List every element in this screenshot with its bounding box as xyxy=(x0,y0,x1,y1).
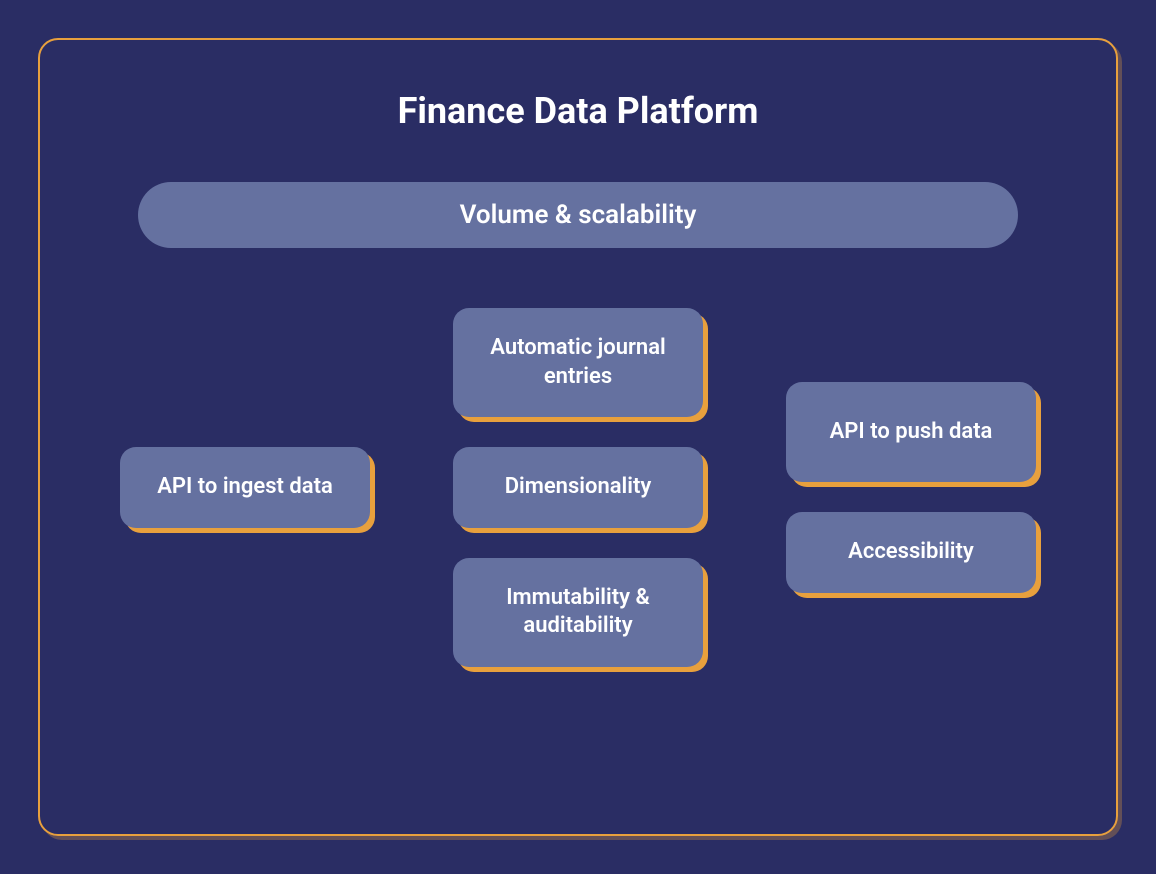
box-journal-entries: Automatic journal entries xyxy=(453,308,703,417)
header-pill: Volume & scalability xyxy=(138,182,1018,248)
box-api-ingest: API to ingest data xyxy=(120,447,370,528)
box-api-push: API to push data xyxy=(786,382,1036,482)
box-accessibility: Accessibility xyxy=(786,512,1036,593)
columns-wrapper: API to ingest data Automatic journal ent… xyxy=(100,308,1056,667)
column-left: API to ingest data xyxy=(120,447,370,528)
box-dimensionality: Dimensionality xyxy=(453,447,703,528)
diagram-container: Finance Data Platform Volume & scalabili… xyxy=(38,38,1118,836)
column-right: API to push data Accessibility xyxy=(786,382,1036,593)
column-center: Automatic journal entries Dimensionality… xyxy=(453,308,703,667)
box-immutability: Immutability & auditability xyxy=(453,558,703,667)
diagram-title: Finance Data Platform xyxy=(100,90,1056,132)
